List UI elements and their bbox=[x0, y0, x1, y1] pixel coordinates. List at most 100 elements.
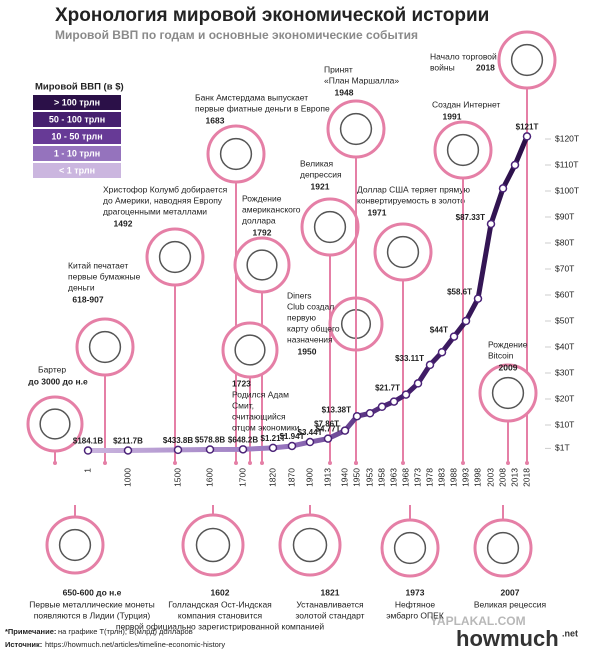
data-point bbox=[287, 441, 297, 451]
value-label: $211.7B bbox=[113, 437, 143, 446]
event-circle bbox=[145, 227, 205, 287]
event-icon bbox=[292, 527, 328, 563]
event-circle bbox=[206, 124, 266, 184]
event-text: Китай печатает bbox=[68, 260, 128, 270]
event-text: первую bbox=[287, 312, 317, 322]
event-text: американского bbox=[242, 204, 301, 214]
data-point bbox=[323, 434, 333, 443]
event-year: 1991 bbox=[443, 111, 462, 121]
pin-dot bbox=[461, 461, 465, 465]
event-icon bbox=[88, 330, 122, 364]
event-year: до 3000 до н.е bbox=[28, 376, 88, 386]
legend-swatch bbox=[33, 112, 121, 127]
data-point bbox=[510, 160, 520, 170]
data-point bbox=[238, 445, 248, 454]
x-tick-label: 1820 bbox=[267, 468, 277, 487]
event-year: 1602 bbox=[211, 587, 230, 597]
pin-dot bbox=[248, 461, 252, 465]
event-icon bbox=[510, 43, 544, 77]
note: на графике Т(трлн), В(млрд) долларов bbox=[58, 627, 193, 636]
data-point bbox=[205, 445, 215, 454]
y-tick-label: $1T bbox=[555, 443, 570, 453]
data-point bbox=[413, 379, 423, 388]
pin-dot bbox=[506, 461, 510, 465]
event-year: 1948 bbox=[335, 87, 354, 97]
y-tick-label: $10T bbox=[555, 419, 574, 429]
legend-swatch bbox=[33, 129, 121, 144]
value-label: $4.77T bbox=[316, 425, 341, 434]
x-tick-label: 1940 bbox=[339, 468, 349, 487]
value-label: $3.44T bbox=[298, 428, 323, 437]
event-text: деньги bbox=[68, 282, 95, 292]
data-point bbox=[268, 443, 278, 453]
data-point bbox=[352, 411, 362, 421]
event-text: первые фиатные деньги в Европе bbox=[195, 103, 330, 113]
event-icon bbox=[234, 334, 266, 366]
event-text: Создан Интернет bbox=[432, 99, 500, 109]
event-text: Устанавливается bbox=[296, 599, 364, 609]
legend-label: < 1 трлн bbox=[59, 165, 95, 175]
data-point bbox=[425, 360, 435, 370]
event-text: Христофор Колумб добирается bbox=[103, 184, 228, 194]
event-year: 1723 bbox=[232, 378, 251, 388]
event-circle bbox=[380, 518, 440, 578]
y-tick-label: $100T bbox=[555, 185, 579, 195]
value-label: $578.8B bbox=[195, 436, 225, 445]
x-tick-label: 1958 bbox=[376, 468, 386, 487]
data-point bbox=[437, 347, 447, 357]
x-tick-label: 1 bbox=[82, 468, 92, 473]
y-tick-label: $80T bbox=[555, 237, 574, 247]
note-label: *Примечание: bbox=[5, 627, 56, 636]
pin-dot bbox=[103, 461, 107, 465]
legend-label: 10 - 50 трлн bbox=[51, 131, 102, 141]
legend-label: 1 - 10 трлн bbox=[54, 148, 100, 158]
event-year: 1821 bbox=[321, 587, 340, 597]
event-circle bbox=[221, 321, 279, 379]
event-icon bbox=[446, 133, 480, 167]
event-circle bbox=[75, 317, 135, 377]
x-tick-label: 2003 bbox=[485, 468, 495, 487]
y-tick-label: $110T bbox=[555, 159, 578, 169]
event-year: 1921 bbox=[311, 181, 330, 191]
x-tick-label: 1993 bbox=[460, 468, 470, 487]
event-text: Родился Адам bbox=[232, 389, 289, 399]
value-label: $13.38T bbox=[322, 405, 351, 414]
event-icon bbox=[195, 527, 231, 563]
event-year: 2018 bbox=[476, 62, 495, 72]
event-icon bbox=[339, 112, 373, 146]
data-point bbox=[449, 332, 459, 341]
event-circle bbox=[45, 515, 105, 575]
event-text: войны bbox=[430, 62, 455, 72]
value-label: $1.21T bbox=[261, 434, 286, 443]
value-label: $33.11T bbox=[395, 354, 424, 363]
event-text: Доллар США теряет прямую bbox=[357, 184, 471, 194]
event-text: Смит, bbox=[232, 400, 254, 410]
data-point bbox=[83, 446, 93, 455]
event-icon bbox=[393, 531, 427, 565]
event-text: появляются в Лидии (Турция) bbox=[34, 610, 151, 620]
event-circle bbox=[26, 395, 84, 453]
event-text: доллара bbox=[242, 215, 276, 225]
event-year: 2007 bbox=[501, 587, 520, 597]
legend-label: > 100 трлн bbox=[54, 97, 100, 107]
legend-swatch bbox=[33, 146, 121, 161]
x-tick-label: 1963 bbox=[388, 468, 398, 487]
event-icon bbox=[58, 528, 92, 562]
data-point bbox=[389, 397, 399, 406]
data-point bbox=[461, 316, 471, 326]
data-point bbox=[401, 390, 411, 399]
x-tick-label: 1998 bbox=[472, 468, 482, 487]
pin-dot bbox=[354, 461, 358, 465]
event-year: 618-907 bbox=[72, 294, 103, 304]
y-tick-label: $70T bbox=[555, 263, 574, 273]
event-text: считающийся bbox=[232, 411, 286, 421]
x-tick-label: 2013 bbox=[509, 468, 519, 487]
legend-swatch bbox=[33, 95, 121, 110]
event-text: золотой стандарт bbox=[295, 610, 364, 620]
event-year: 1792 bbox=[253, 227, 272, 237]
event-circle bbox=[497, 30, 557, 90]
y-tick-label: $90T bbox=[555, 211, 574, 221]
event-text: Бартер bbox=[38, 364, 66, 374]
pin-dot bbox=[328, 461, 332, 465]
